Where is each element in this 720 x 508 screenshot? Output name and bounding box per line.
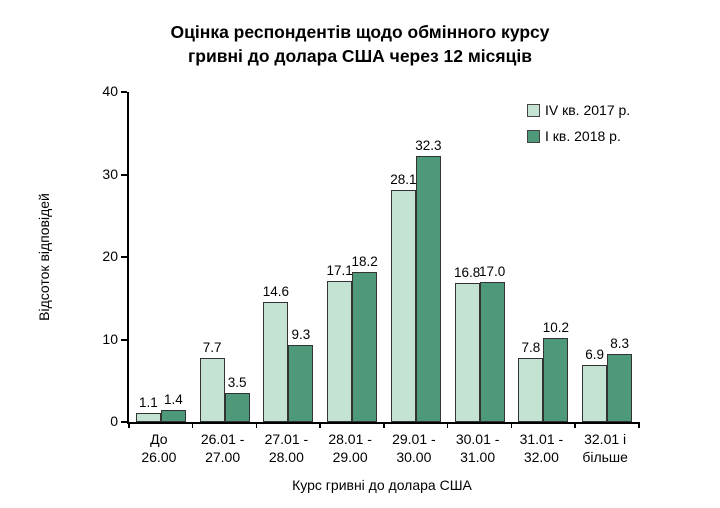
bar-q4-2017: [582, 365, 608, 422]
legend-item: IV кв. 2017 р.: [527, 101, 630, 119]
x-axis-tick: [191, 422, 194, 428]
bar-q1-2018: [224, 393, 250, 422]
bar-group: 7.8 10.2: [512, 92, 576, 422]
bar-value-label: 10.2: [542, 319, 570, 335]
bar-q4-2017: [327, 280, 353, 422]
bar-value-label: 6.9: [585, 347, 605, 363]
bar-value-label: 16.8: [453, 265, 481, 281]
bar-q4-2017: [135, 412, 161, 422]
bar-value-label: 3.5: [227, 375, 247, 391]
bar-group: 1.1 1.4: [129, 92, 193, 422]
bar-group: 16.8 17.0: [448, 92, 512, 422]
bar-group: 17.1 18.2: [320, 92, 384, 422]
legend-swatch: [527, 103, 540, 117]
bar-q1-2018: [288, 345, 314, 422]
bar-value-label: 7.7: [202, 340, 222, 356]
chart-title: Оцінка респондентів щодо обмінного курсу…: [0, 20, 720, 68]
bar-value-label: 32.3: [415, 137, 442, 153]
legend: IV кв. 2017 р. І кв. 2018 р.: [527, 101, 630, 153]
legend-label: IV кв. 2017 р.: [545, 102, 631, 118]
y-axis-tick: [121, 338, 127, 341]
bar-q1-2018: [543, 337, 569, 422]
x-axis-tick: [574, 422, 576, 428]
y-axis-tick: [121, 173, 127, 176]
bar-value-label: 14.6: [262, 283, 290, 299]
x-category-label: 26.01 -27.00: [200, 431, 245, 465]
bar-group: 28.1 32.3: [384, 92, 448, 422]
x-category-label: 29.01 -30.00: [392, 431, 436, 465]
chart-title-line-1: Оцінка респондентів щодо обмінного курсу: [170, 22, 550, 42]
bar-value-label: 17.1: [326, 262, 353, 278]
bar-value-label: 7.8: [521, 339, 541, 355]
bar-q1-2018: [479, 281, 505, 422]
bar-value-label: 1.1: [138, 394, 158, 410]
bar-value-label: 8.3: [610, 335, 630, 351]
y-axis-tick: [121, 421, 127, 423]
bar-q4-2017: [390, 190, 416, 422]
x-axis-title: Курс гривні до долара США: [292, 477, 472, 493]
bar-value-label: 18.2: [351, 253, 378, 269]
bar-value-label: 9.3: [291, 327, 311, 343]
y-tick-label: 10: [102, 330, 118, 347]
y-tick-label: 0: [110, 413, 118, 429]
bar-group: 14.6 9.3: [257, 92, 321, 422]
bar-value-label: 28.1: [390, 172, 417, 188]
x-category-label: 31.01 -32.00: [519, 431, 564, 465]
bar-q4-2017: [518, 357, 544, 422]
bar-q1-2018: [415, 155, 441, 422]
bar-q1-2018: [160, 410, 186, 422]
x-axis-tick: [319, 422, 321, 428]
y-tick-label: 30: [102, 165, 118, 182]
bar-q1-2018: [352, 271, 378, 422]
y-axis-tick: [121, 256, 127, 258]
plot-area: IV кв. 2017 р. І кв. 2018 р. 1.1 1.4 7.7 3.5…: [121, 91, 640, 428]
x-axis-tick: [128, 422, 130, 428]
x-category-label: 27.01 -28.00: [264, 431, 309, 465]
bar-group: 6.9 8.3: [575, 92, 639, 422]
x-axis-tick: [255, 422, 257, 428]
y-axis-title: Відсоток відповідей: [36, 193, 52, 321]
y-tick-label: 20: [102, 248, 118, 264]
bar-group: 7.7 3.5: [193, 92, 257, 422]
legend-swatch: [527, 129, 540, 143]
y-tick-label: 40: [102, 83, 118, 99]
bar-value-label: 17.0: [478, 263, 506, 279]
bar-q4-2017: [199, 358, 225, 422]
legend-label: І кв. 2018 р.: [545, 128, 621, 144]
chart-title-line-2: гривні до долара США через 12 місяців: [187, 46, 532, 66]
bar-q1-2018: [607, 353, 633, 422]
x-category-label: 32.01 і більше: [582, 431, 628, 465]
bar-q4-2017: [454, 283, 480, 422]
y-axis-tick: [121, 91, 127, 93]
x-category-label: До 26.00: [141, 431, 177, 465]
bar-value-label: 1.4: [163, 392, 183, 408]
x-category-label: 28.01 -29.00: [328, 431, 372, 465]
x-axis-tick: [446, 422, 449, 428]
x-category-label: 30.01 -31.00: [455, 431, 500, 465]
x-axis-tick: [510, 422, 512, 428]
x-axis-tick: [383, 422, 385, 428]
bar-q4-2017: [263, 301, 289, 422]
legend-item: І кв. 2018 р.: [527, 127, 630, 145]
x-axis-tick: [638, 422, 640, 428]
